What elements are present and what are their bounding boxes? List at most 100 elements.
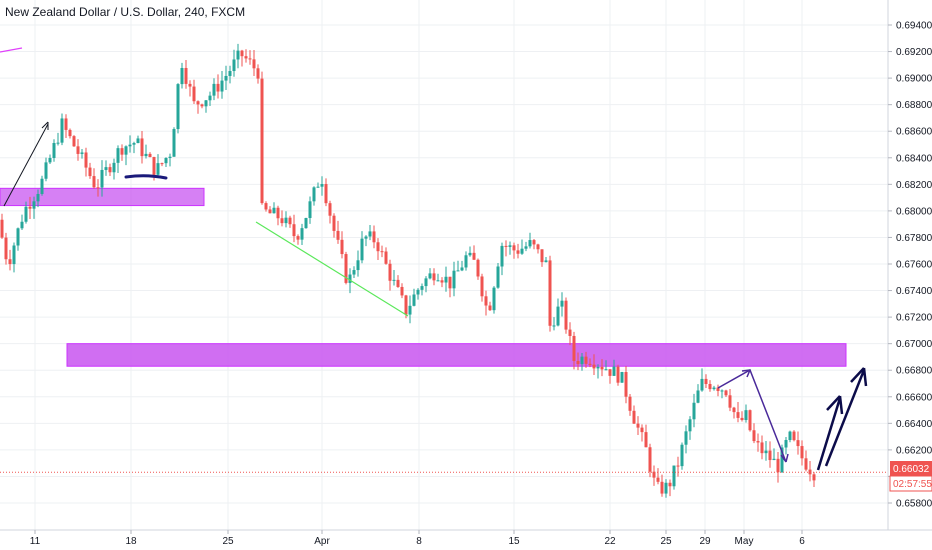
- candle-body: [784, 440, 788, 448]
- trend-line: [255, 221, 409, 317]
- candle-body: [624, 372, 628, 397]
- candle-body: [672, 465, 676, 487]
- price-tick-label: 0.68000: [896, 206, 932, 217]
- candle-body: [196, 101, 200, 105]
- candle-body: [64, 118, 68, 130]
- candle-body: [424, 278, 428, 287]
- candle-body: [464, 255, 468, 268]
- projection-arrow-2: [824, 369, 866, 467]
- candle-body: [160, 163, 164, 165]
- candle-body: [488, 305, 492, 311]
- countdown-box: [889, 475, 932, 492]
- candle-body: [100, 169, 104, 188]
- price-tick-label: 0.68200: [896, 180, 932, 191]
- candle-body: [188, 83, 192, 87]
- candle-body: [772, 458, 776, 461]
- time-axis[interactable]: 11 18 25 Apr 8 15 22 25 29 May 6: [30, 530, 805, 547]
- candle-body: [476, 259, 480, 277]
- candle-body: [220, 80, 224, 92]
- time-tick-label: 11: [30, 536, 41, 547]
- price-tick-label: 0.66400: [896, 419, 932, 430]
- candle-body: [92, 176, 96, 188]
- candle-body: [528, 240, 532, 247]
- candle-body: [268, 209, 272, 214]
- price-axis[interactable]: 0.69400 0.69200 0.69000 0.68800 0.68600 0.684…: [888, 21, 932, 510]
- time-tick-label: 18: [125, 536, 137, 547]
- candle-body: [104, 167, 108, 170]
- price-tick-label: 0.68800: [896, 100, 932, 111]
- candle-body: [796, 440, 800, 447]
- candle-body: [748, 410, 752, 431]
- time-tick-label: May: [735, 536, 754, 547]
- projection-arrow-1: [816, 397, 842, 471]
- time-tick-label: 25: [660, 536, 672, 547]
- candle-body: [396, 279, 400, 287]
- candle-body: [176, 84, 180, 130]
- candle-body: [576, 360, 580, 365]
- candle-body: [612, 366, 616, 376]
- arrow-head: [41, 121, 49, 130]
- candle-body: [24, 206, 28, 222]
- candle-body: [720, 390, 724, 392]
- candle-body: [560, 300, 564, 307]
- candle-body: [744, 410, 748, 420]
- candle-body: [364, 236, 368, 239]
- candle-body: [408, 305, 412, 315]
- candle-body: [540, 249, 544, 263]
- candle-body: [264, 203, 268, 210]
- candle-body: [468, 252, 472, 256]
- candle-body: [140, 138, 144, 157]
- candle-body: [320, 184, 324, 187]
- candle-body: [184, 67, 188, 84]
- price-tick-label: 0.66200: [896, 445, 932, 456]
- candle-body: [484, 296, 488, 306]
- candle-body: [388, 263, 392, 281]
- candle-body: [116, 148, 120, 163]
- candle-body: [428, 273, 432, 279]
- candle-body: [96, 187, 100, 189]
- candle-body: [684, 431, 688, 445]
- candle-body: [240, 50, 244, 57]
- candle-body: [436, 280, 440, 282]
- candle-body: [628, 396, 632, 411]
- candle-body: [444, 276, 448, 283]
- candle-body: [144, 153, 148, 157]
- candle-body: [376, 242, 380, 252]
- candle-body: [228, 71, 232, 76]
- candle-body: [216, 83, 220, 92]
- candle-body: [664, 482, 668, 494]
- candle-body: [324, 184, 328, 204]
- candle-body: [384, 251, 388, 264]
- candle-body: [636, 423, 640, 428]
- candle-body: [448, 276, 452, 289]
- last-price-box: [890, 461, 932, 476]
- candle-body: [292, 224, 296, 237]
- price-tick-label: 0.66600: [896, 392, 932, 403]
- candle-body: [128, 144, 132, 147]
- price-tick-label: 0.67600: [896, 260, 932, 271]
- projection-arrow-2-head: [850, 367, 868, 387]
- candle-body: [280, 218, 284, 224]
- price-tick-label: 0.67000: [896, 339, 932, 350]
- candle-body: [236, 50, 240, 60]
- candle-body: [148, 153, 152, 158]
- candle-body: [776, 458, 780, 473]
- candle-body: [0, 219, 4, 238]
- candle-body: [248, 58, 252, 60]
- candle-body: [696, 390, 700, 403]
- candle-body: [84, 152, 88, 168]
- candle-body: [48, 157, 52, 163]
- candle-body: [180, 67, 184, 85]
- candle-body: [552, 325, 556, 327]
- candle-body: [156, 163, 160, 175]
- candle-body: [616, 366, 620, 383]
- candle-body: [532, 240, 536, 245]
- candle-body: [192, 86, 196, 102]
- candle-body: [260, 78, 264, 204]
- candle-body: [704, 378, 708, 384]
- candle-body: [392, 279, 396, 281]
- candle-body: [584, 356, 588, 364]
- candle-body: [632, 410, 636, 424]
